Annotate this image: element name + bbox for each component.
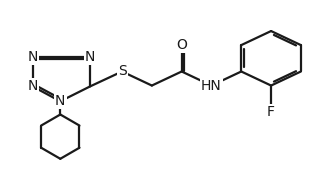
Text: N: N — [27, 50, 38, 64]
Text: N: N — [85, 50, 95, 64]
Text: S: S — [118, 65, 126, 78]
Text: N: N — [27, 79, 38, 93]
Text: HN: HN — [201, 78, 222, 93]
Text: F: F — [267, 105, 275, 119]
Text: O: O — [176, 38, 187, 52]
Text: N: N — [55, 94, 66, 108]
